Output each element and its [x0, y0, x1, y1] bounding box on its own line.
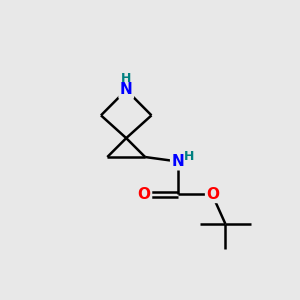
Text: H: H	[184, 150, 194, 163]
Text: O: O	[138, 187, 151, 202]
Text: O: O	[206, 187, 219, 202]
Text: H: H	[121, 72, 131, 85]
Text: N: N	[120, 82, 133, 98]
Text: N: N	[172, 154, 184, 169]
